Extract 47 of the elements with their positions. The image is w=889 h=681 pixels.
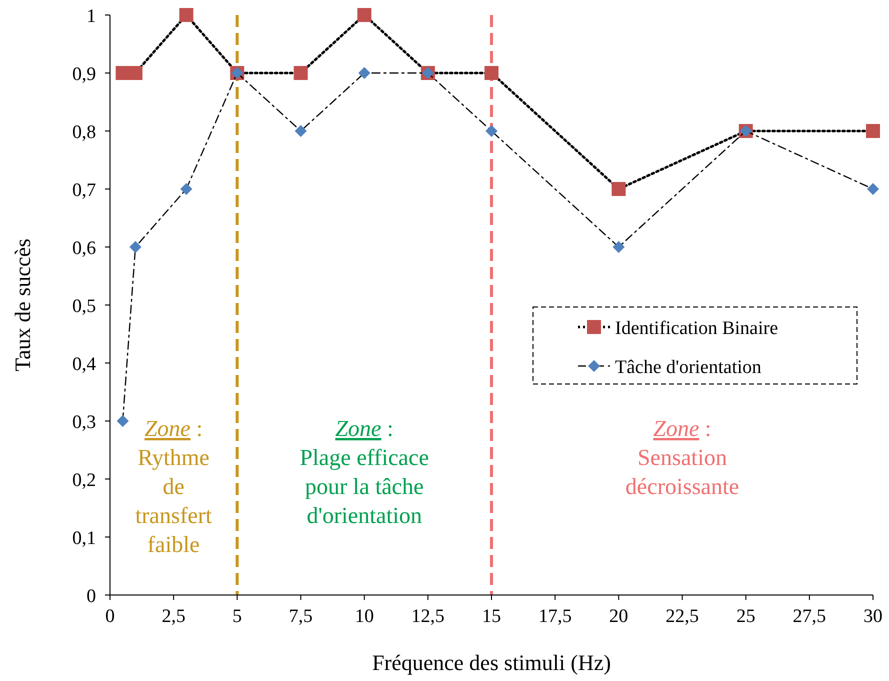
x-tick-label: 10 bbox=[354, 606, 374, 627]
y-tick-label: 0,4 bbox=[72, 354, 96, 375]
x-tick-label: 0 bbox=[105, 606, 115, 627]
point bbox=[612, 241, 625, 253]
x-tick-label: 7,5 bbox=[288, 606, 313, 627]
point bbox=[294, 125, 307, 137]
y-tick-label: 0,5 bbox=[72, 296, 96, 317]
point bbox=[358, 67, 370, 79]
x-tick-label: 12,5 bbox=[411, 606, 445, 627]
annotation: Zone : Rythme de transfert faible bbox=[135, 416, 212, 557]
y-tick-label: 0,3 bbox=[72, 412, 96, 433]
y-tick-label: 0,9 bbox=[72, 64, 96, 85]
x-tick-label: 30 bbox=[864, 606, 882, 627]
x-tick-label: 25 bbox=[736, 606, 756, 627]
point bbox=[180, 183, 192, 195]
y-tick-label: 0,6 bbox=[72, 238, 96, 259]
x-tick-label: 27,5 bbox=[792, 606, 826, 627]
y-tick-label: 0,8 bbox=[72, 122, 96, 143]
x-tick-label: 5 bbox=[232, 606, 242, 627]
y-tick-label: 0,7 bbox=[72, 180, 96, 201]
point bbox=[484, 66, 498, 80]
point bbox=[129, 241, 142, 253]
legend-label: Tâche d'orientation bbox=[615, 357, 762, 378]
x-tick-label: 2,5 bbox=[162, 606, 186, 627]
x-tick-label: 22,5 bbox=[666, 606, 699, 627]
point bbox=[866, 124, 880, 138]
x-tick-label: 17,5 bbox=[538, 606, 572, 627]
y-tick-label: 0,1 bbox=[72, 528, 96, 549]
point bbox=[486, 125, 498, 137]
point bbox=[128, 66, 142, 80]
point bbox=[357, 8, 372, 22]
y-tick-label: 0,2 bbox=[72, 470, 96, 491]
annotation: Zone : Plage efficace pour la tâche d'orientation bbox=[300, 416, 429, 528]
point bbox=[179, 8, 194, 22]
x-tick-label: 15 bbox=[482, 606, 501, 627]
annotation: Zone : Sensation décroissante bbox=[625, 416, 740, 499]
y-axis-title: Taux de succès bbox=[10, 238, 35, 372]
point bbox=[612, 182, 626, 196]
point bbox=[116, 415, 129, 427]
x-axis-title: Fréquence des stimuli (Hz) bbox=[372, 650, 611, 675]
point bbox=[294, 66, 308, 80]
point bbox=[867, 183, 879, 195]
x-tick-label: 20 bbox=[609, 606, 628, 627]
y-tick-label: 0 bbox=[86, 586, 96, 607]
legend-label: Identification Binaire bbox=[615, 318, 778, 339]
y-tick-label: 1 bbox=[86, 6, 96, 27]
point bbox=[116, 66, 130, 80]
